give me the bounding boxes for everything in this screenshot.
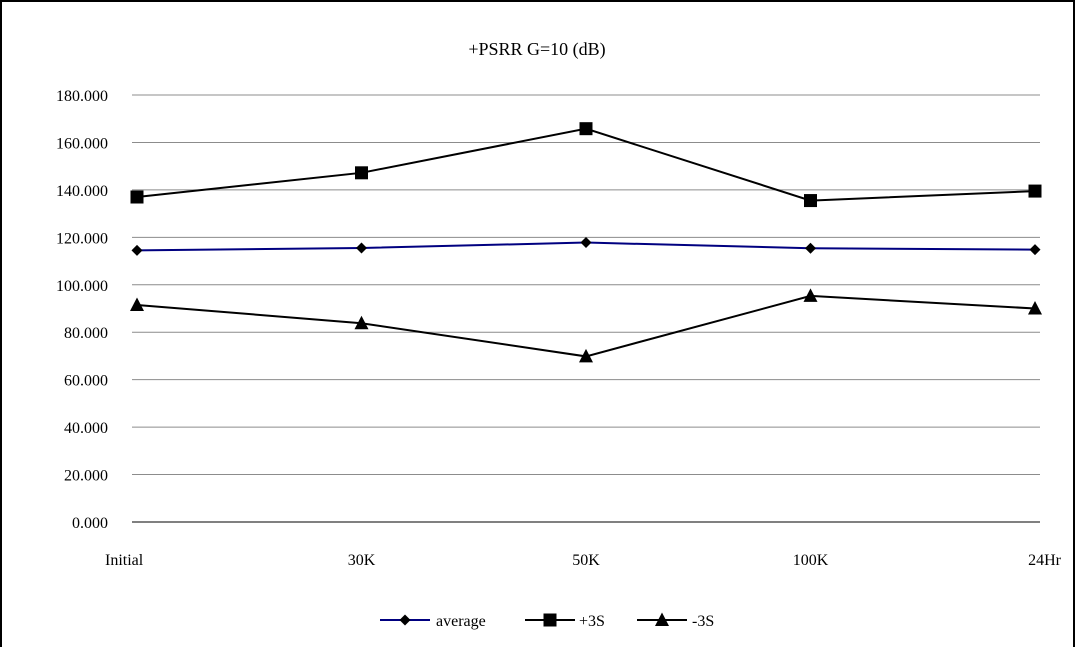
legend-item: +3S (525, 613, 605, 630)
grid-lines (132, 94, 1040, 523)
data-point (130, 297, 144, 311)
legend-item: average (380, 613, 486, 630)
legend: average +3S -3S (380, 612, 714, 630)
square-icon (543, 613, 557, 627)
y-tick-labels: 0.000 20.000 40.000 60.000 80.000 100.000 120.… (56, 88, 108, 532)
y-tick-label: 140.000 (56, 183, 108, 200)
data-point (579, 122, 593, 136)
chart-title: +PSRR G=10 (dB) (468, 39, 605, 60)
series-lines (130, 122, 1042, 363)
data-point (131, 244, 143, 256)
series-3 (130, 288, 1042, 363)
data-point (805, 242, 816, 254)
series-1 (131, 237, 1041, 256)
y-tick-label: 120.000 (56, 230, 108, 247)
data-point (130, 190, 144, 204)
y-tick-label: 160.000 (56, 135, 108, 152)
y-tick-label: 100.000 (56, 278, 108, 295)
legend-label: average (436, 613, 486, 630)
y-tick-label: 20.000 (64, 468, 108, 485)
data-point (804, 194, 817, 208)
y-tick-label: 60.000 (64, 373, 108, 390)
x-tick-label: Initial (105, 552, 144, 569)
data-point (356, 242, 367, 254)
y-tick-label: 80.000 (64, 325, 108, 342)
data-point (579, 348, 593, 363)
legend-label: -3S (692, 613, 714, 630)
data-point (1028, 184, 1042, 198)
legend-item: -3S (637, 612, 714, 630)
x-tick-label: 100K (793, 552, 829, 569)
y-tick-label: 180.000 (56, 88, 108, 105)
series-2 (130, 122, 1042, 208)
data-point (354, 315, 369, 330)
data-point (1028, 301, 1042, 315)
x-tick-label: 30K (348, 552, 376, 569)
triangle-icon (655, 612, 669, 626)
series-line (136, 294, 1036, 358)
data-point (1029, 244, 1041, 256)
legend-label: +3S (579, 613, 605, 630)
diamond-icon (399, 614, 411, 626)
data-point (355, 166, 368, 180)
x-tick-label: 24Hr (1028, 552, 1062, 569)
data-point (803, 288, 818, 302)
x-tick-labels: Initial 30K 50K 100K 24Hr (105, 552, 1062, 569)
data-point (580, 237, 592, 249)
y-tick-label: 40.000 (64, 420, 108, 437)
x-tick-label: 50K (572, 552, 600, 569)
y-tick-label: 0.000 (72, 515, 108, 532)
